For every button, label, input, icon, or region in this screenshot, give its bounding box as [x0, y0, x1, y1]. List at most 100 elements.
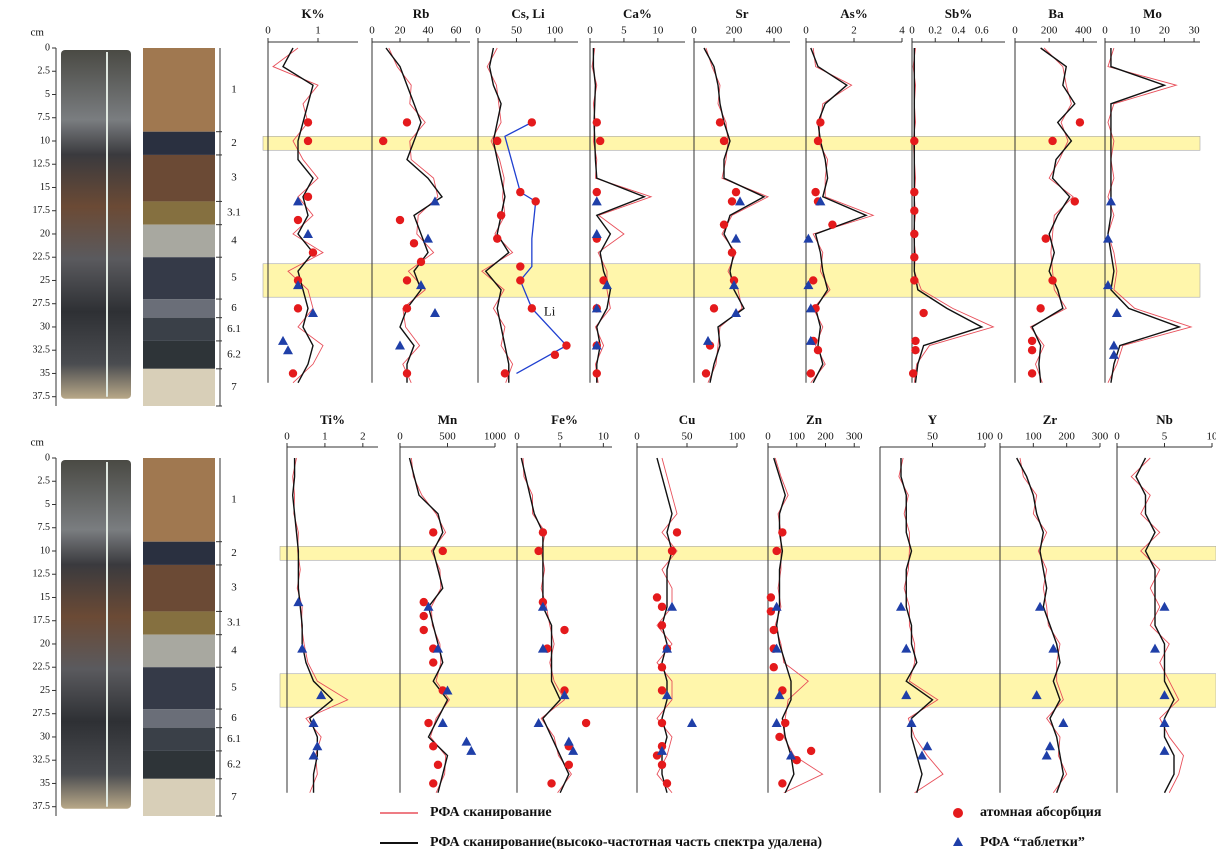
- layer-label: 7: [231, 381, 237, 393]
- aa-point: [911, 337, 919, 345]
- tablet-point: [278, 336, 288, 345]
- core-photo: [61, 460, 131, 809]
- tablet-point: [430, 308, 440, 317]
- layer: [143, 48, 215, 132]
- y-tick-label: 20: [40, 228, 50, 239]
- aa-point: [420, 626, 428, 634]
- layer-label: 2: [231, 547, 237, 559]
- x-tick-label: 300: [1092, 431, 1109, 443]
- layer-label: 6: [231, 302, 237, 314]
- smooth-line: [811, 48, 866, 383]
- aa-point: [539, 528, 547, 536]
- y-tick-label: 7.5: [38, 112, 51, 123]
- panel-title: Mo: [1143, 6, 1162, 21]
- aa-point: [910, 230, 918, 238]
- y-tick-label: 27.5: [33, 298, 51, 309]
- highlight-band: [280, 546, 1216, 560]
- tablet-point: [592, 196, 602, 205]
- panel-title: Zn: [806, 412, 823, 427]
- tablet-point: [1042, 751, 1052, 760]
- tablet-point: [907, 718, 917, 727]
- scan-line: [913, 48, 993, 383]
- layer: [143, 257, 215, 299]
- aa-point: [424, 719, 432, 727]
- aa-point: [289, 369, 297, 377]
- x-tick-label: 30: [1189, 25, 1201, 37]
- smooth-line: [1017, 458, 1064, 793]
- aa-point: [1048, 276, 1056, 284]
- aa-point: [1028, 346, 1036, 354]
- aa-point: [1028, 337, 1036, 345]
- aa-point: [1071, 197, 1079, 205]
- x-tick-label: 0: [909, 25, 915, 37]
- aa-point: [560, 626, 568, 634]
- tablet-point: [1106, 196, 1116, 205]
- y-tick-label: 35: [40, 368, 50, 379]
- aa-point: [593, 369, 601, 377]
- layer: [143, 542, 215, 565]
- layer: [143, 565, 215, 611]
- tablet-point: [283, 345, 293, 354]
- scan-line: [592, 48, 651, 383]
- tablet-point: [1112, 308, 1122, 317]
- aa-point: [528, 304, 536, 312]
- x-tick-label: 200: [1041, 25, 1058, 37]
- x-tick-label: 50: [682, 431, 694, 443]
- y-tick-label: 17.5: [33, 205, 51, 216]
- aa-point: [410, 239, 418, 247]
- y-tick-label: 37.5: [33, 391, 51, 402]
- aa-point: [403, 118, 411, 126]
- x-tick-label: 0: [997, 431, 1003, 443]
- aa-point: [775, 733, 783, 741]
- layer: [143, 779, 215, 816]
- x-tick-label: 100: [977, 431, 994, 443]
- x-tick-label: 0: [1102, 25, 1108, 37]
- y-tick-label: 37.5: [33, 801, 51, 812]
- aa-point: [403, 276, 411, 284]
- smooth-line: [293, 458, 333, 793]
- y-tick-label: 12.5: [33, 159, 51, 170]
- tablet-point: [735, 196, 745, 205]
- panel-title: Y: [928, 412, 938, 427]
- tablet-point: [772, 718, 782, 727]
- x-tick-label: 0: [587, 25, 593, 37]
- figure: cm02.557.51012.51517.52022.52527.53032.5…: [0, 0, 1216, 856]
- layer: [143, 611, 215, 634]
- aa-point: [493, 234, 501, 242]
- tablet-point: [303, 229, 313, 238]
- legend-scan: РФА сканирование: [430, 805, 552, 820]
- tablet-point: [430, 196, 440, 205]
- x-tick-label: 0: [514, 431, 520, 443]
- aa-point: [728, 248, 736, 256]
- y-tick-label: 15: [40, 592, 50, 603]
- aa-point: [807, 369, 815, 377]
- panel-title: Ba: [1048, 6, 1064, 21]
- layer-label: 5: [231, 682, 237, 694]
- y-tick-label: 5: [45, 89, 50, 100]
- aa-point: [816, 118, 824, 126]
- layer-label: 6.1: [227, 323, 241, 335]
- layer-label: 2: [231, 137, 237, 149]
- aa-point: [778, 779, 786, 787]
- aa-point: [403, 369, 411, 377]
- aa-point: [429, 658, 437, 666]
- x-tick-label: 50: [511, 25, 523, 37]
- scan-line: [1131, 458, 1183, 793]
- aa-point: [304, 137, 312, 145]
- layer: [143, 132, 215, 155]
- aa-point: [1028, 369, 1036, 377]
- x-tick-label: 10: [1129, 25, 1141, 37]
- tablet-point: [438, 718, 448, 727]
- aa-point: [663, 779, 671, 787]
- aa-point: [732, 188, 740, 196]
- smooth-line: [704, 48, 764, 383]
- aa-point: [720, 137, 728, 145]
- tablet-point: [1160, 746, 1170, 755]
- x-tick-label: 5: [1162, 431, 1168, 443]
- x-tick-label: 0: [397, 431, 403, 443]
- layer-label: 3: [231, 172, 237, 184]
- layer-label: 3.1: [227, 617, 241, 629]
- aa-point: [710, 304, 718, 312]
- aa-point: [1048, 137, 1056, 145]
- layer-label: 5: [231, 272, 237, 284]
